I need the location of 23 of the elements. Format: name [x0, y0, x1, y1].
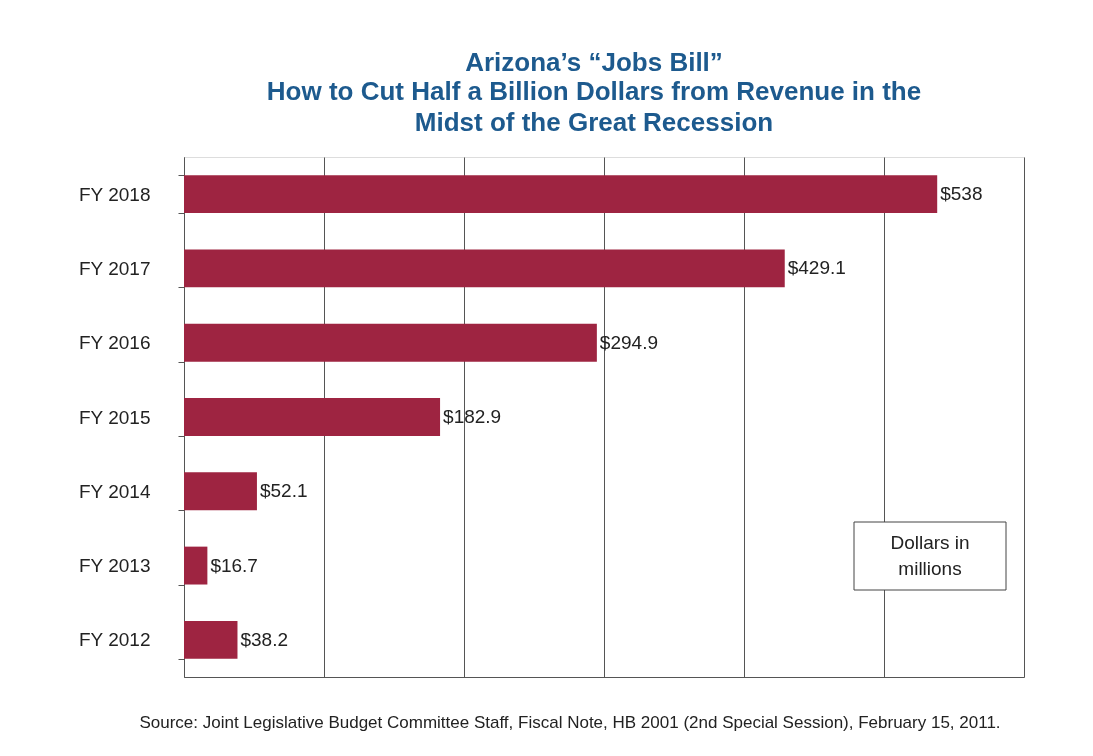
bar	[184, 249, 785, 288]
annotation: Dollars in millions	[890, 532, 970, 579]
data-label: $38.2	[240, 628, 289, 650]
y-tick-label: FY 2012	[79, 629, 151, 651]
y-tick-label: FY 2018	[79, 183, 151, 205]
bar	[184, 546, 208, 585]
bar	[184, 620, 238, 659]
data-label: $538	[940, 183, 983, 205]
bar	[184, 472, 257, 511]
chart-subtitle: How to Cut Half a Billion Dollars from Revenue in the Midst of the Great Recession	[266, 76, 922, 137]
chart-title: Arizona’s “Jobs Bill”	[465, 47, 723, 77]
y-tick-label: FY 2016	[79, 332, 151, 354]
data-label: $16.7	[210, 554, 258, 576]
bar	[184, 323, 597, 362]
bar	[184, 398, 441, 436]
y-tick-label: FY 2014	[79, 480, 151, 502]
source-note: Source: Joint Legislative Budget Committee Staff, Fiscal Note, HB 2001 (2nd Special Session), February 15, 2011.	[139, 713, 1001, 732]
data-label: $429.1	[787, 257, 846, 279]
data-label: $52.1	[259, 480, 308, 502]
y-tick-label: FY 2017	[79, 257, 151, 279]
bar	[184, 175, 938, 214]
y-tick-label: FY 2015	[79, 406, 151, 428]
y-tick-label: FY 2013	[79, 555, 151, 577]
